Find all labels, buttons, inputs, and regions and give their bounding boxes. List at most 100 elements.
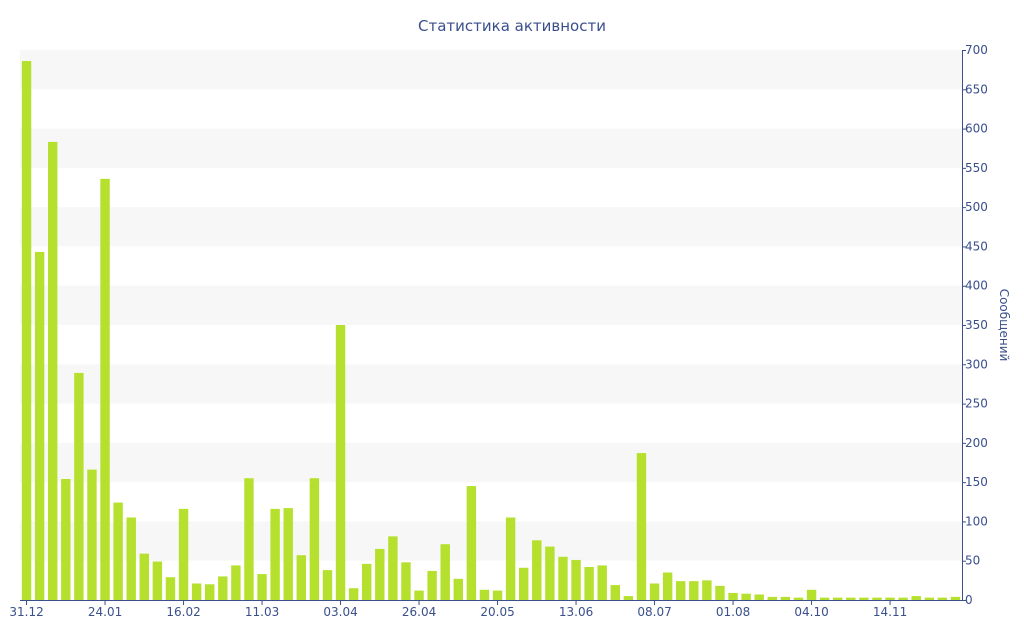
bar <box>950 596 961 600</box>
y-tick-label: 600 <box>965 122 988 136</box>
y-tick-label: 700 <box>965 43 988 57</box>
bar <box>505 517 516 600</box>
bar <box>270 508 280 600</box>
bar <box>47 141 58 600</box>
x-tick-label: 14.11 <box>873 605 907 619</box>
bar <box>806 589 817 600</box>
bar <box>361 563 372 600</box>
bar <box>532 540 542 600</box>
bar-series <box>21 61 961 600</box>
bar <box>558 556 568 600</box>
bar <box>597 565 607 600</box>
bar <box>911 596 921 600</box>
bar <box>662 572 673 600</box>
x-tick-label: 24.01 <box>88 605 122 619</box>
bar <box>257 574 267 600</box>
bar <box>440 544 450 600</box>
bar <box>924 597 935 600</box>
x-tick-label: 01.08 <box>716 605 750 619</box>
bar <box>113 502 123 600</box>
bar <box>74 372 84 600</box>
bar <box>348 588 359 600</box>
bar <box>296 555 307 600</box>
bar <box>636 453 647 600</box>
x-tick-label: 26.04 <box>402 605 436 619</box>
bar <box>191 583 202 600</box>
y-tick-label: 650 <box>965 82 988 96</box>
y-tick-label: 250 <box>965 397 988 411</box>
bar <box>702 580 712 600</box>
grid-band <box>20 207 962 247</box>
bar <box>152 561 163 600</box>
y-tick-labels: 0 50 100 150 200 250 300 350 400 450 500 550 600 650 7… <box>962 43 988 607</box>
bar <box>178 508 189 600</box>
bar <box>218 576 228 600</box>
bar <box>885 597 895 600</box>
bar <box>545 546 555 600</box>
y-tick-label: 300 <box>965 357 988 371</box>
bar <box>492 590 503 600</box>
bar <box>375 548 385 600</box>
bar <box>937 597 948 600</box>
grid-band <box>20 364 962 404</box>
bar <box>754 594 764 600</box>
bar <box>649 583 660 600</box>
grid-band <box>20 128 962 168</box>
bar <box>231 565 241 600</box>
bar <box>715 585 725 600</box>
bar <box>846 597 856 600</box>
bar <box>859 597 869 600</box>
x-tick-label: 11.03 <box>245 605 279 619</box>
y-tick-label: 350 <box>965 318 988 332</box>
bar <box>21 61 32 600</box>
bar <box>204 584 215 600</box>
x-tick-label: 03.04 <box>323 605 357 619</box>
y-axis-label: Сообщений <box>997 289 1011 362</box>
y-tick-label: 500 <box>965 200 988 214</box>
bar <box>61 479 71 600</box>
x-tick-label: 20.05 <box>480 605 514 619</box>
bar <box>689 581 699 600</box>
bar <box>126 517 136 600</box>
bar <box>427 570 437 600</box>
bar <box>466 486 477 600</box>
bar <box>623 596 634 600</box>
bar <box>388 536 398 600</box>
bar <box>401 562 411 600</box>
bar <box>34 251 45 600</box>
bar <box>87 469 97 600</box>
bar <box>479 589 490 600</box>
bar <box>571 559 581 600</box>
x-tick-label: 16.02 <box>166 605 200 619</box>
bar <box>283 508 293 600</box>
grid-band <box>20 521 962 561</box>
y-tick-label: 150 <box>965 475 988 489</box>
chart-title: Статистика активности <box>418 17 606 35</box>
bar <box>584 567 594 600</box>
bar <box>898 597 908 600</box>
bar <box>335 325 346 600</box>
bar <box>819 597 830 600</box>
bar <box>728 592 738 600</box>
bar <box>244 478 254 600</box>
grid-bands <box>20 50 962 561</box>
bar <box>453 578 464 600</box>
y-tick-label: 0 <box>965 593 973 607</box>
x-tick-labels: 31.12 24.01 16.02 11.03 03.04 26.04 20.05 13.06… <box>9 600 907 619</box>
bar <box>100 178 110 600</box>
bar <box>610 585 621 600</box>
x-tick-label: 13.06 <box>559 605 593 619</box>
y-tick-label: 400 <box>965 279 988 293</box>
bar <box>518 567 529 600</box>
bar <box>780 596 791 600</box>
bar <box>414 590 424 600</box>
bar <box>165 577 176 600</box>
bar <box>832 597 843 600</box>
y-tick-label: 200 <box>965 436 988 450</box>
bar <box>322 570 333 600</box>
y-tick-label: 100 <box>965 514 988 528</box>
x-tick-label: 31.12 <box>9 605 43 619</box>
y-tick-label: 550 <box>965 161 988 175</box>
